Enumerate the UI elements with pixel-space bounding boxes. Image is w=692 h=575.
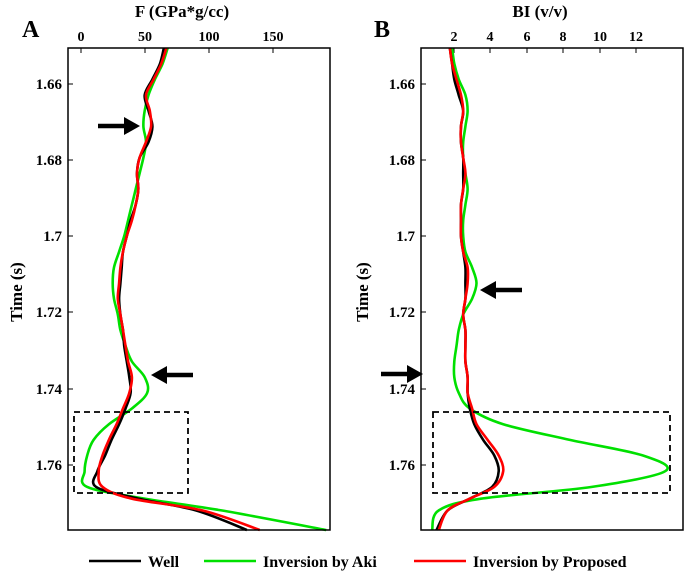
series-line-proposed-a — [97, 47, 261, 532]
y-tick-label-a-3: 1.72 — [36, 305, 62, 321]
y-tick-label-a-5: 1.76 — [36, 458, 63, 474]
x-tick-label-a-2: 100 — [199, 30, 220, 45]
y-tick-label-b-1: 1.68 — [389, 153, 415, 169]
series-layer-b — [430, 47, 669, 531]
legend-item-aki: Inversion by Aki — [204, 554, 377, 571]
arrow-b-1 — [480, 281, 522, 299]
y-tick-label-a-2: 1.7 — [43, 229, 62, 245]
series-layer-a — [80, 47, 327, 532]
legend: Well Inversion by Aki Inversion by Propo… — [89, 554, 627, 571]
legend-item-well: Well — [89, 554, 180, 571]
x-axis-title-b: BI (v/v) — [512, 2, 567, 21]
x-ticks-a: 0 50 100 150 — [78, 30, 284, 53]
legend-label-proposed: Inversion by Proposed — [473, 554, 627, 571]
arrow-a-2 — [151, 366, 193, 384]
y-axis-title-b-text: Time (s) — [353, 262, 372, 322]
y-tick-label-b-3: 1.72 — [389, 305, 415, 321]
panel-label-b: B — [374, 17, 390, 43]
series-line-well-a — [91, 47, 248, 532]
series-line-aki-b — [430, 47, 669, 531]
y-tick-label-a-0: 1.66 — [36, 77, 63, 93]
panel-b: B BI (v/v) Time (s) 2 4 6 8 10 12 1.6 — [353, 2, 684, 531]
y-axis-title: Time (s) — [7, 262, 26, 322]
highlight-box-a — [73, 411, 189, 494]
y-tick-label-a-4: 1.74 — [36, 382, 63, 398]
x-ticks-b: 2 4 6 8 10 12 — [451, 30, 643, 53]
y-tick-label-a-1: 1.68 — [36, 153, 62, 169]
legend-label-aki: Inversion by Aki — [263, 554, 377, 571]
x-tick-label-b-0: 2 — [451, 30, 458, 45]
y-tick-label-b-2: 1.7 — [396, 229, 415, 245]
panel-label-a: A — [22, 17, 40, 43]
y-axis-title-b: Time (s) — [353, 262, 372, 322]
y-tick-label-b-4: 1.74 — [389, 382, 416, 398]
x-tick-label-a-3: 150 — [263, 30, 284, 45]
plot-frame-a — [67, 47, 331, 531]
x-axis-title-a: F (GPa*g/cc) — [135, 2, 229, 21]
y-tick-label-b-0: 1.66 — [389, 77, 416, 93]
x-tick-label-b-2: 6 — [524, 30, 531, 45]
panel-a: A F (GPa*g/cc) Time (s) 0 50 100 150 1.6… — [7, 2, 331, 532]
y-axis-title-text: Time (s) — [7, 262, 26, 322]
legend-item-proposed: Inversion by Proposed — [414, 554, 627, 571]
x-tick-label-a-0: 0 — [78, 30, 85, 45]
y-ticks-a: 1.66 1.68 1.7 1.72 1.74 1.76 — [36, 77, 73, 474]
x-tick-label-b-3: 8 — [560, 30, 567, 45]
series-line-proposed-b — [437, 47, 505, 531]
series-line-aki-a — [80, 47, 327, 532]
highlight-box-b — [432, 411, 671, 494]
plot-frame-b — [420, 47, 684, 531]
x-tick-label-a-1: 50 — [138, 30, 152, 45]
y-tick-label-b-5: 1.76 — [389, 458, 416, 474]
arrow-a-1 — [98, 117, 140, 135]
x-tick-label-b-5: 12 — [629, 30, 643, 45]
x-tick-label-b-1: 4 — [487, 30, 494, 45]
arrow-b-2 — [381, 365, 423, 383]
y-ticks-b: 1.66 1.68 1.7 1.72 1.74 1.76 — [389, 77, 426, 474]
legend-label-well: Well — [148, 554, 180, 571]
x-tick-label-b-4: 10 — [593, 30, 607, 45]
